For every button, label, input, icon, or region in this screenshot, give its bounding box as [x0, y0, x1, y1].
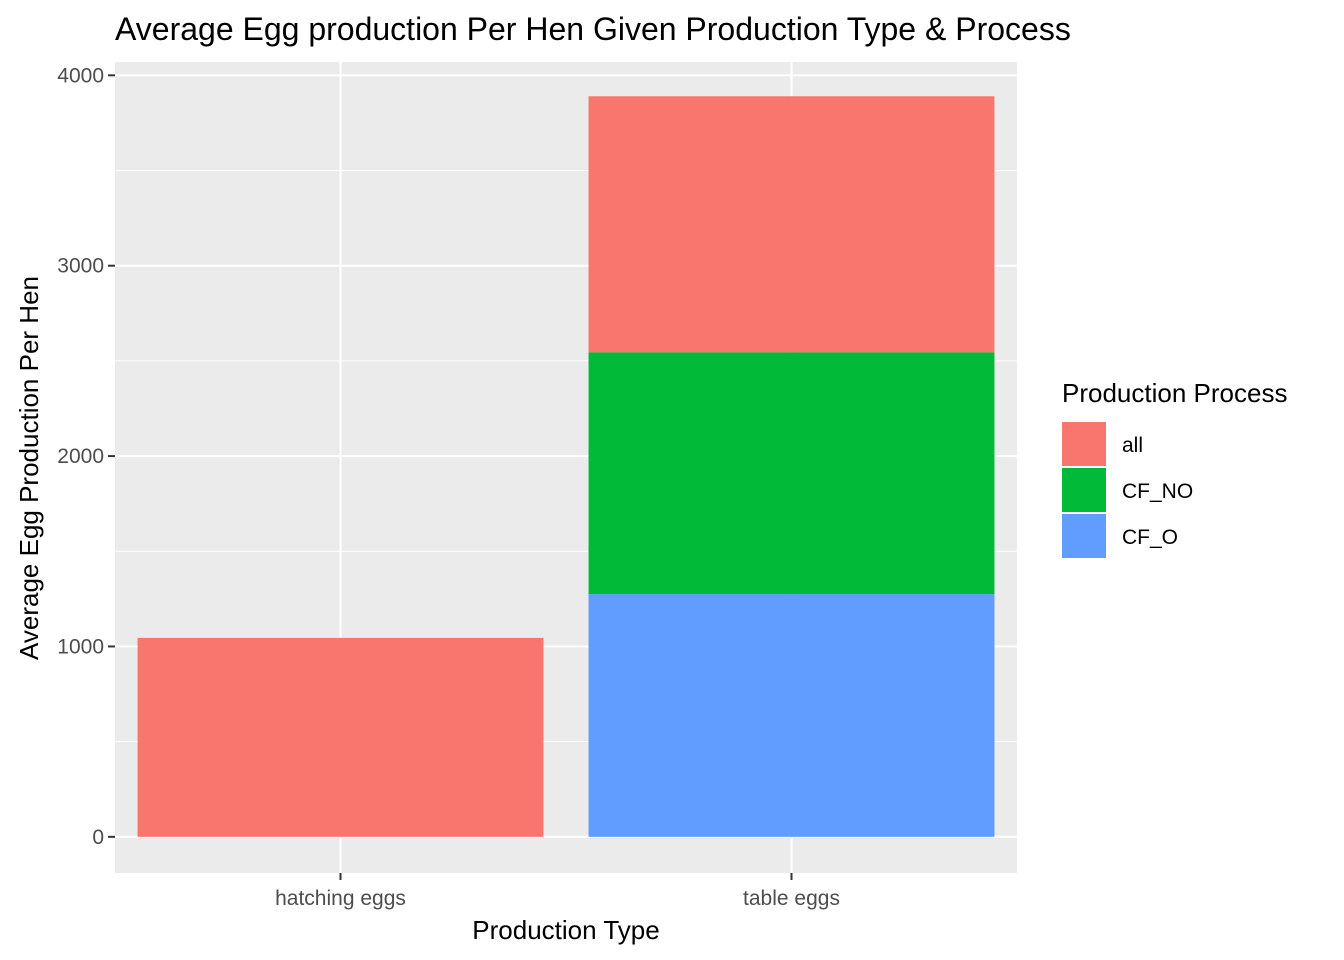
- x-tick-label: table eggs: [743, 887, 840, 910]
- bar-segment-all: [588, 96, 995, 353]
- y-tick-label: 0: [92, 826, 104, 849]
- y-axis: 0 1000 2000 3000 4000: [57, 64, 115, 849]
- y-tick-label: 2000: [57, 445, 104, 468]
- chart-title: Average Egg production Per Hen Given Pro…: [115, 11, 1071, 47]
- x-tick-label: hatching eggs: [275, 887, 406, 910]
- x-axis-title: Production Type: [472, 915, 659, 945]
- legend-key-cf-no: [1062, 468, 1106, 512]
- legend: Production Process all CF_NO CF_O: [1062, 378, 1287, 558]
- legend-label: CF_NO: [1122, 480, 1193, 503]
- bars: [137, 96, 995, 837]
- legend-label: CF_O: [1122, 526, 1178, 549]
- y-tick-label: 4000: [57, 64, 104, 87]
- legend-items: all CF_NO CF_O: [1062, 422, 1193, 558]
- legend-title: Production Process: [1062, 378, 1287, 408]
- legend-key-all: [1062, 422, 1106, 466]
- bar-segment-all: [137, 637, 544, 837]
- x-axis: hatching eggs table eggs: [275, 873, 840, 910]
- bar-segment-cf-o: [588, 594, 995, 837]
- y-tick-label: 3000: [57, 255, 104, 278]
- y-axis-title: Average Egg Production Per Hen: [14, 276, 44, 660]
- legend-label: all: [1122, 434, 1143, 457]
- y-tick-label: 1000: [57, 635, 104, 658]
- legend-key-cf-o: [1062, 514, 1106, 558]
- bar-segment-cf-no: [588, 352, 995, 595]
